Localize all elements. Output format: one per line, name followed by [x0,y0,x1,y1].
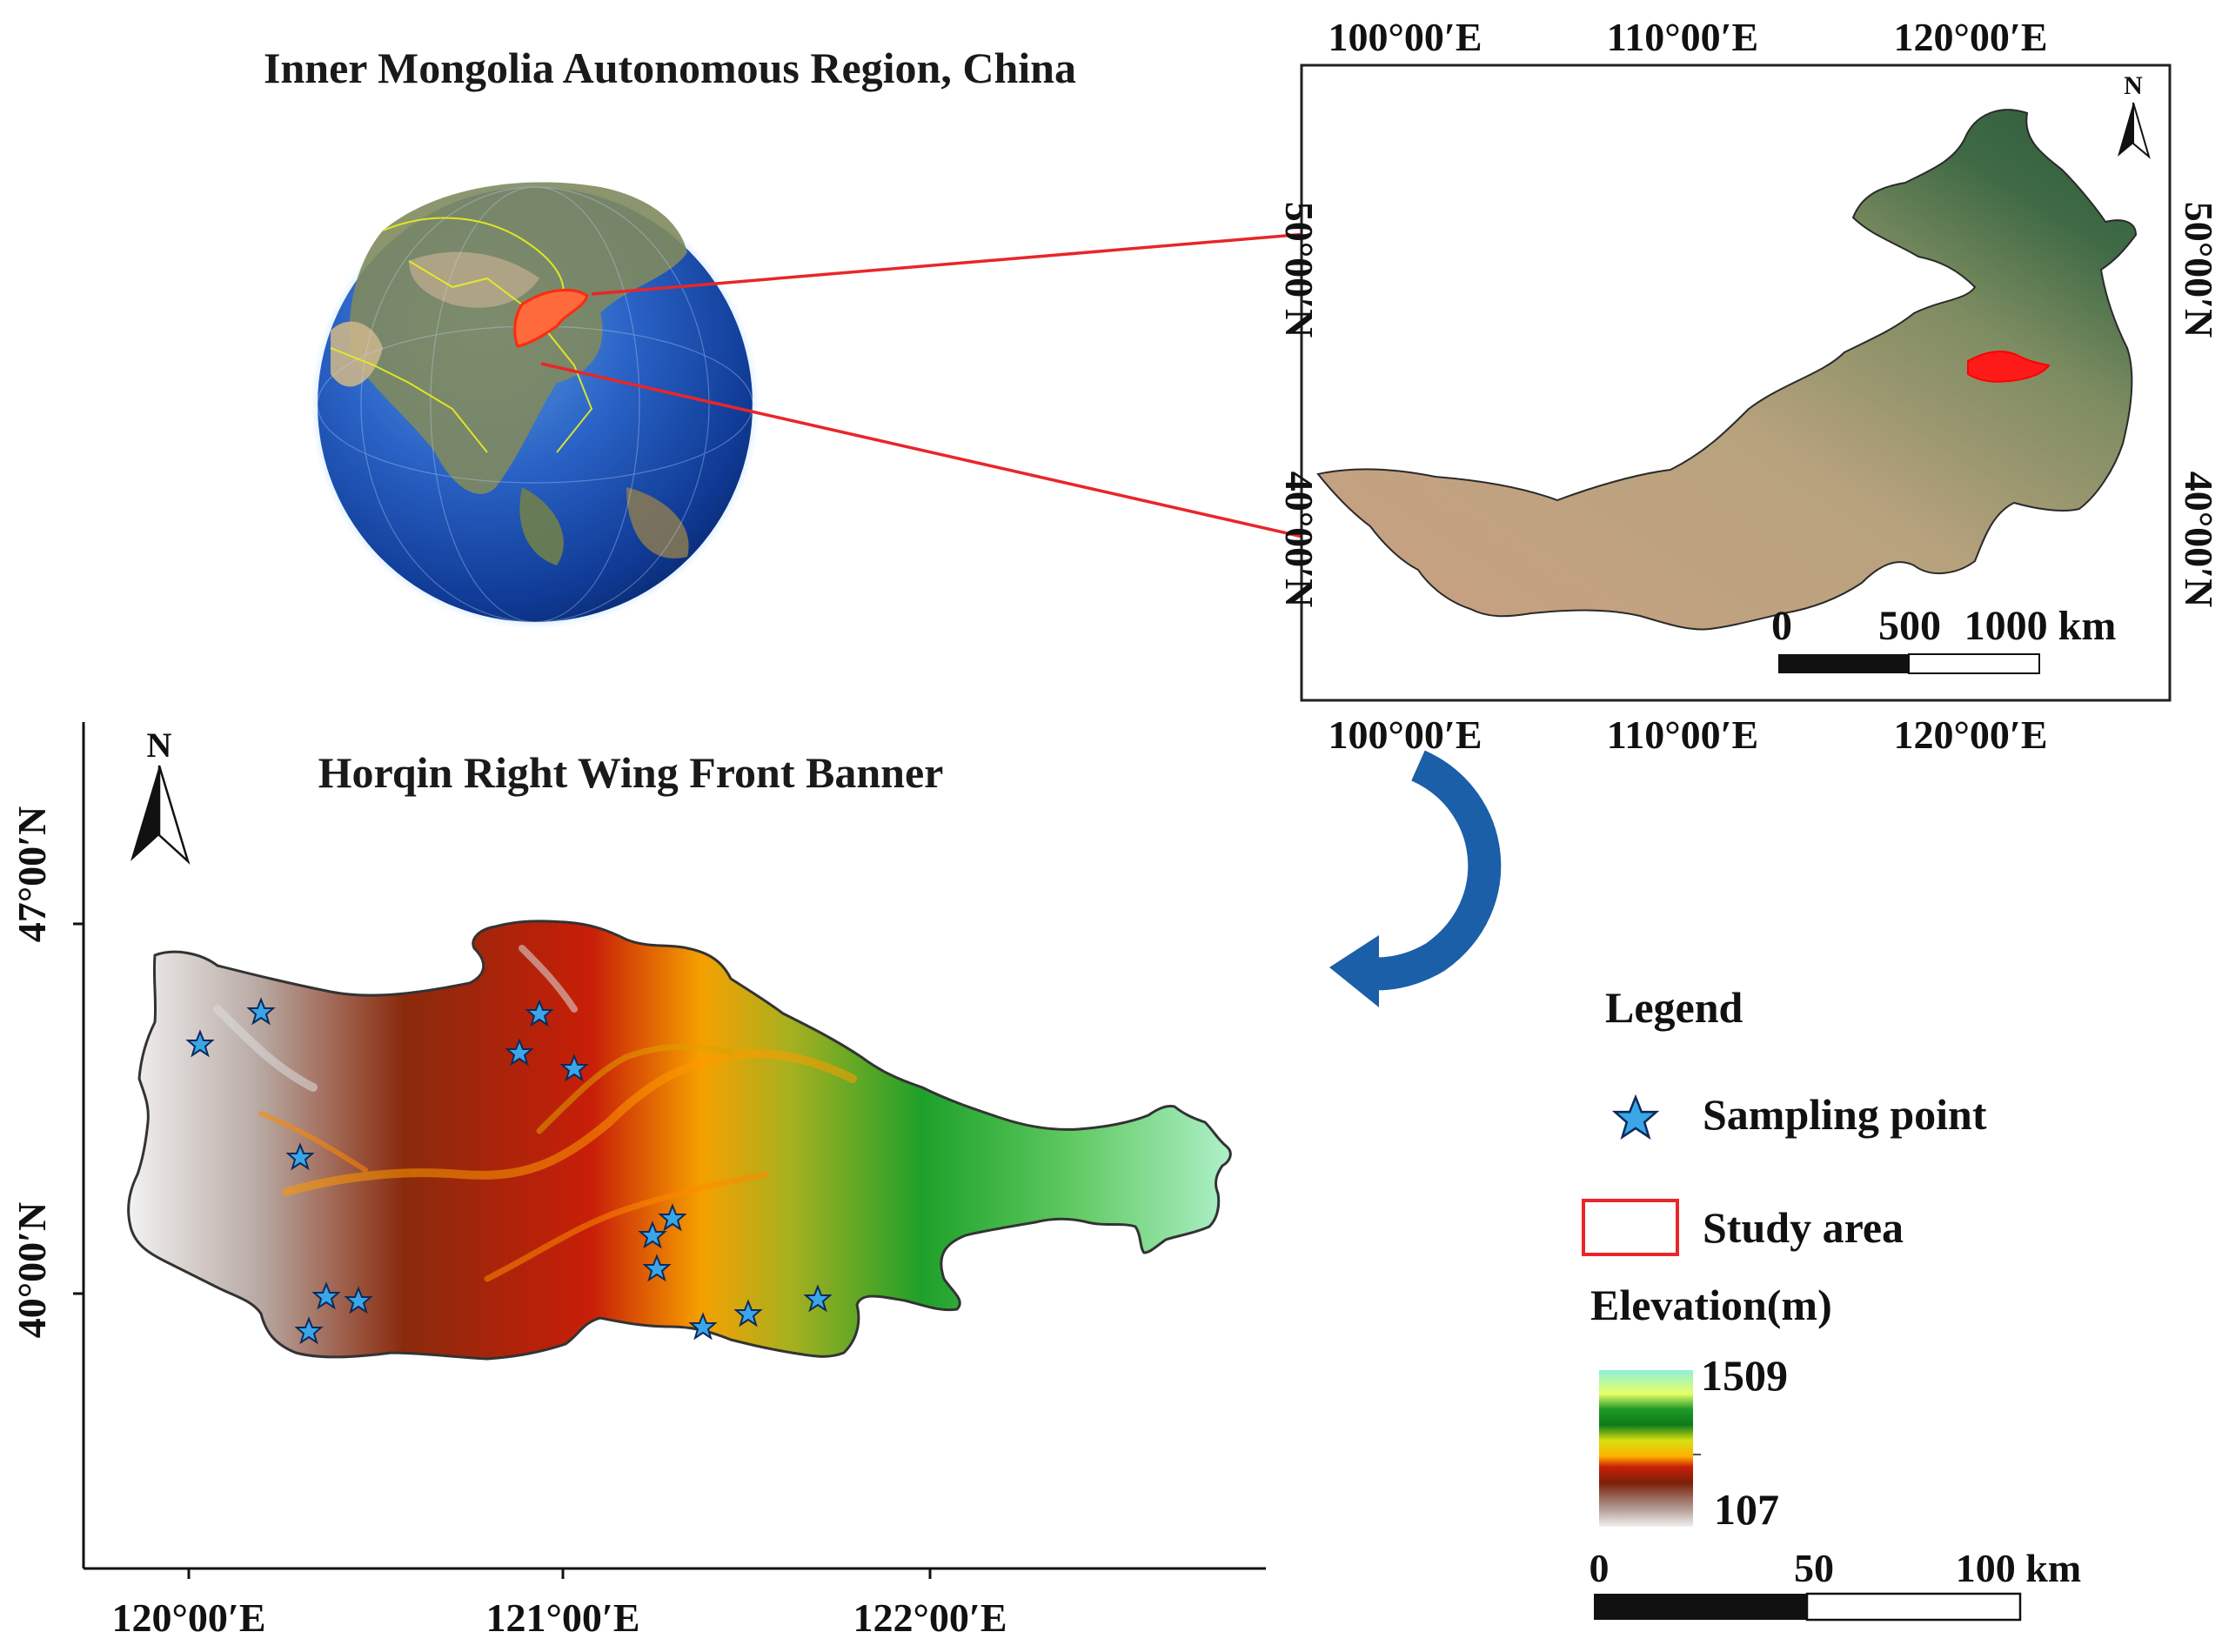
star-icon [642,1254,672,1282]
globe-panel-title: Inner Mongolia Autonomous Region, China [264,43,1076,92]
region-bottom-tick: 100°00′E [1328,712,1482,757]
region-bottom-ticks: 100°00′E 110°00′E 120°00′E [1328,712,2047,757]
region-top-tick: 110°00′E [1607,15,1758,59]
legend-elevation-max: 1509 [1701,1351,1788,1400]
star-icon [344,1286,373,1314]
star-icon [688,1312,718,1341]
study-y-tick: 47°00′N [10,806,54,943]
study-x-ticks: 120°00′E 121°00′E 122°00′E [111,1595,1007,1640]
study-scale-label: 100 km [1956,1546,2081,1590]
legend-study-area-swatch [1582,1199,1679,1256]
region-right-tick: 40°00′N [2177,472,2221,608]
inner-mongolia-region [1316,109,2138,631]
star-icon [638,1221,667,1249]
study-area-dem [127,920,1232,1361]
sampling-points [185,997,833,1345]
curved-arrow-icon [1329,750,1502,1007]
dem-texture [213,945,857,1282]
study-x-tick: 121°00′E [485,1595,639,1640]
star-icon [294,1316,324,1345]
legend-elevation-title: Elevation(m) [1590,1281,1832,1329]
legend-sampling-label: Sampling point [1703,1090,1987,1139]
region-top-tick: 120°00′E [1893,15,2047,59]
study-area-marker [1967,351,2051,383]
region-scale-label: 0 [1771,603,1792,649]
star-icon [246,997,276,1026]
region-top-tick: 100°00′E [1328,15,1482,59]
study-north-label: N [147,726,172,765]
region-right-ticks: 50°00′N 40°00′N [2177,202,2221,608]
star-icon [733,1299,763,1328]
star-icon [311,1281,341,1310]
star-icon [525,999,554,1027]
star-icon [505,1038,534,1067]
elevation-color-ramp [1599,1370,1693,1527]
region-north-label: N [2124,71,2143,100]
legend-study-area-label: Study area [1703,1203,1904,1252]
star-icon [1611,1094,1660,1140]
region-left-tick: 40°00′N [1277,472,1322,608]
globe-image [311,180,760,629]
region-bottom-tick: 120°00′E [1893,712,2047,757]
study-north-arrow-icon: N [131,726,191,865]
legend-elevation-min: 107 [1714,1485,1779,1534]
region-left-ticks: 50°00′N 40°00′N [1277,202,1322,608]
study-y-tick: 40°00′N [10,1202,54,1339]
study-scale-bar: 0 50 100 km [1590,1546,2081,1622]
star-icon [185,1029,215,1058]
region-scale-label: 500 [1878,603,1941,649]
study-scale-label: 0 [1590,1546,1610,1590]
north-arrow-icon: N [2118,71,2151,159]
study-y-ticks: 47°00′N 40°00′N [10,806,54,1339]
study-x-tick: 122°00′E [853,1595,1007,1640]
legend: Legend Sampling point Study area Elevati… [1582,983,2081,1622]
region-right-tick: 50°00′N [2177,202,2221,338]
legend-title: Legend [1605,983,1743,1032]
region-scale-bar: 0 500 1000 km [1771,603,2117,674]
star-icon [559,1053,589,1082]
star-icon [803,1284,833,1313]
study-scale-label: 50 [1794,1546,1834,1590]
study-x-tick: 120°00′E [111,1595,265,1640]
region-top-ticks: 100°00′E 110°00′E 120°00′E [1328,15,2047,59]
region-bottom-tick: 110°00′E [1607,712,1758,757]
study-axes [73,722,1266,1579]
region-left-tick: 50°00′N [1277,202,1322,338]
region-scale-label: 1000 km [1964,603,2117,649]
star-icon [658,1203,687,1232]
star-icon [285,1142,315,1171]
study-panel-title: Horqin Right Wing Front Banner [318,748,944,797]
